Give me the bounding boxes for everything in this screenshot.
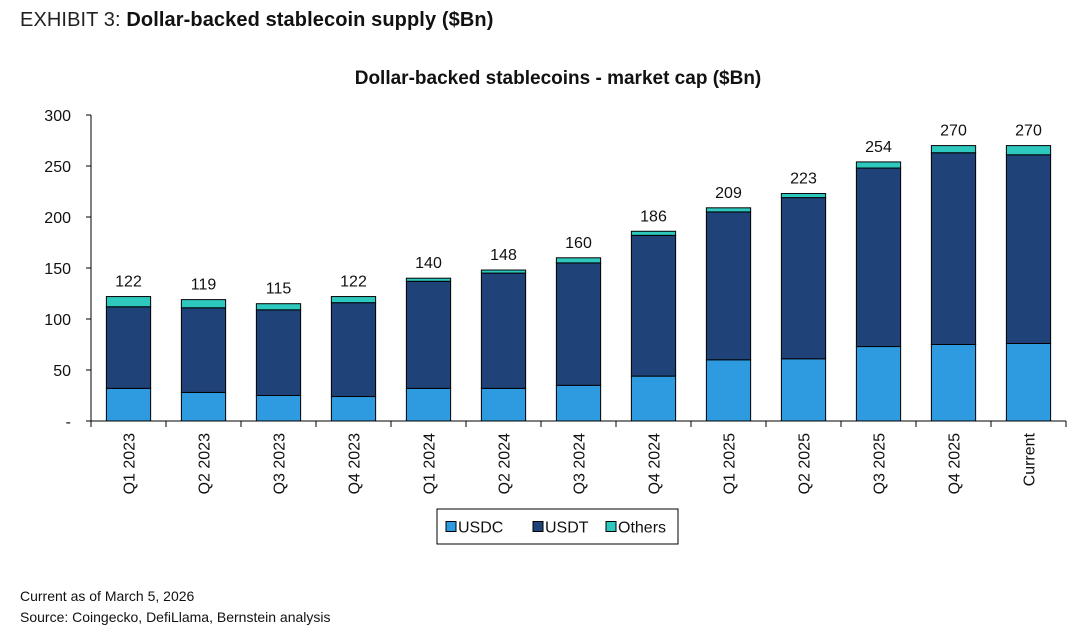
bar-usdc-10 bbox=[855, 346, 902, 422]
bar-usdc-4 bbox=[405, 387, 452, 422]
legend-label-others: Others bbox=[618, 520, 666, 537]
x-category-label: Q2 2025 bbox=[797, 433, 814, 494]
bar-usdc-7 bbox=[630, 375, 677, 422]
bar-others-7 bbox=[630, 230, 677, 236]
y-tick-label: 300 bbox=[44, 108, 71, 125]
total-label: 223 bbox=[790, 171, 817, 188]
bar-others-4 bbox=[405, 277, 452, 282]
x-category-label: Q4 2025 bbox=[947, 433, 964, 494]
footnote-source: Source: Coingecko, DefiLlama, Bernstein … bbox=[20, 609, 331, 625]
bar-others-0 bbox=[105, 296, 152, 308]
exhibit-label: EXHIBIT 3: bbox=[20, 9, 121, 31]
total-label: 254 bbox=[865, 139, 892, 156]
exhibit-heading: EXHIBIT 3: Dollar-backed stablecoin supp… bbox=[20, 9, 493, 32]
bar-others-6 bbox=[555, 257, 602, 264]
total-label: 140 bbox=[415, 255, 442, 272]
bar-usdc-12 bbox=[1005, 342, 1052, 422]
bar-usdc-3 bbox=[330, 396, 377, 422]
bar-usdc-1 bbox=[180, 391, 227, 422]
bar-others-3 bbox=[330, 296, 377, 304]
x-category-label: Q4 2023 bbox=[347, 433, 364, 494]
bar-others-11 bbox=[930, 145, 977, 154]
x-category-label: Q2 2023 bbox=[197, 433, 214, 494]
y-tick-label: 250 bbox=[44, 159, 71, 176]
y-axis: - 50 100 150 200 250 300 bbox=[44, 108, 92, 431]
bar-usdt-8 bbox=[705, 211, 752, 361]
bar-usdc-8 bbox=[705, 359, 752, 422]
legend-box bbox=[436, 508, 679, 545]
legend-label-usdc: USDC bbox=[458, 520, 503, 537]
total-label: 122 bbox=[115, 274, 142, 291]
x-category-label: Current bbox=[1022, 432, 1039, 486]
x-category-label: Q4 2024 bbox=[647, 433, 664, 494]
bar-others-9 bbox=[780, 193, 827, 199]
bar-others-10 bbox=[855, 161, 902, 169]
y-tick-label: 100 bbox=[44, 312, 71, 329]
bar-usdt-10 bbox=[855, 167, 902, 348]
total-label: 209 bbox=[715, 185, 742, 202]
chart-title: Dollar-backed stablecoins - market cap (… bbox=[355, 68, 762, 89]
bar-usdt-0 bbox=[105, 306, 152, 389]
total-label: 186 bbox=[640, 208, 667, 225]
bar-others-1 bbox=[180, 299, 227, 309]
x-category-label: Q1 2024 bbox=[422, 433, 439, 494]
bar-others-2 bbox=[255, 303, 302, 311]
total-label: 122 bbox=[340, 274, 367, 291]
total-labels: 122 119 115 122 140 148 160 186 209 223 254 270 270 bbox=[115, 123, 1042, 298]
legend: USDC USDT Others bbox=[436, 508, 679, 545]
exhibit-title: Dollar-backed stablecoin supply ($Bn) bbox=[126, 9, 494, 31]
bars bbox=[105, 145, 1052, 422]
footnote-as-of: Current as of March 5, 2026 bbox=[20, 588, 195, 604]
bar-usdt-12 bbox=[1005, 154, 1052, 344]
total-label: 270 bbox=[1015, 123, 1042, 140]
bar-others-12 bbox=[1005, 145, 1052, 156]
x-category-label: Q3 2023 bbox=[272, 433, 289, 494]
x-category-label: Q1 2023 bbox=[122, 433, 139, 494]
legend-swatch-usdt bbox=[532, 521, 544, 532]
y-tick-label: 50 bbox=[53, 363, 71, 380]
bar-usdt-1 bbox=[180, 307, 227, 393]
total-label: 148 bbox=[490, 247, 517, 264]
x-axis: Q1 2023 Q2 2023 Q3 2023 Q4 2023 Q1 2024 Q2 20… bbox=[90, 420, 1067, 494]
bar-usdc-9 bbox=[780, 358, 827, 422]
bar-usdt-3 bbox=[330, 302, 377, 398]
bar-others-8 bbox=[705, 207, 752, 213]
legend-swatch-usdc bbox=[445, 521, 457, 532]
bar-usdc-6 bbox=[555, 384, 602, 422]
bar-others-5 bbox=[480, 269, 527, 274]
bar-usdt-11 bbox=[930, 152, 977, 345]
y-tick-label: 150 bbox=[44, 261, 71, 278]
total-label: 119 bbox=[191, 277, 217, 294]
total-label: 270 bbox=[940, 123, 967, 140]
bar-usdc-0 bbox=[105, 387, 152, 422]
legend-swatch-others bbox=[605, 521, 617, 532]
x-category-label: Q3 2024 bbox=[572, 433, 589, 494]
bar-usdt-2 bbox=[255, 309, 302, 397]
bar-usdc-11 bbox=[930, 344, 977, 422]
bar-usdt-5 bbox=[480, 272, 527, 389]
x-category-label: Q2 2024 bbox=[497, 433, 514, 494]
y-tick-label: 200 bbox=[44, 210, 71, 227]
footnotes: Current as of March 5, 2026 Source: Coin… bbox=[20, 586, 331, 628]
bar-usdc-5 bbox=[480, 387, 527, 422]
x-category-label: Q3 2025 bbox=[872, 433, 889, 494]
y-tick-label: - bbox=[66, 414, 71, 431]
bar-usdt-4 bbox=[405, 280, 452, 389]
bar-usdc-2 bbox=[255, 395, 302, 422]
legend-label-usdt: USDT bbox=[545, 520, 589, 537]
bar-usdt-6 bbox=[555, 262, 602, 386]
bar-usdt-7 bbox=[630, 234, 677, 377]
total-label: 115 bbox=[266, 281, 292, 298]
total-label: 160 bbox=[565, 235, 592, 252]
bar-usdt-9 bbox=[780, 197, 827, 360]
x-category-label: Q1 2025 bbox=[722, 433, 739, 494]
